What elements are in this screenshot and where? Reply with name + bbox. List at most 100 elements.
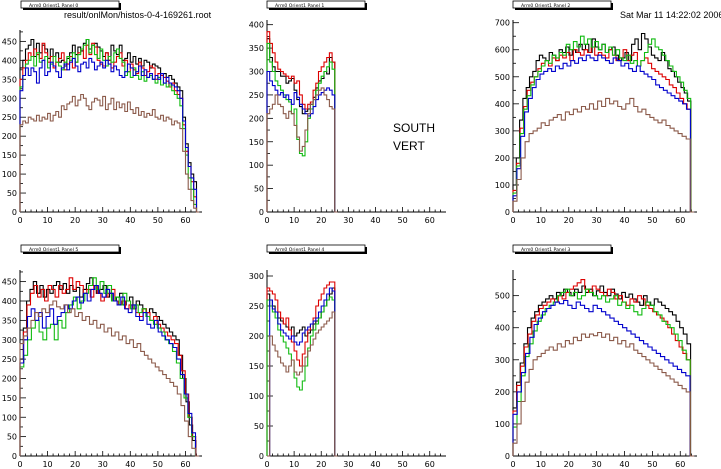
- y-tick-label: 200: [2, 375, 17, 384]
- panel-5: Arm0 Orient1 Panel 4 0 50 100 150 200 250 300 0 1…: [249, 244, 446, 469]
- y-tick-label: 350: [2, 75, 17, 84]
- panel-6: Arm0 Orient1 Panel 3 0 100 200 300 400 500 0 10 2…: [495, 244, 697, 469]
- y-tick-label: 150: [249, 362, 264, 371]
- y-tick-label: 100: [2, 170, 17, 179]
- series-brown: [266, 87, 338, 213]
- x-tick-label: 60: [180, 460, 190, 469]
- y-tick-label: 150: [2, 394, 17, 403]
- south-label: SOUTH: [393, 121, 435, 135]
- y-tick-label: 200: [495, 154, 510, 163]
- series-green: [19, 38, 200, 213]
- y-tick-label: 250: [249, 91, 264, 100]
- y-tick-label: 450: [2, 37, 17, 46]
- y-tick-label: 500: [495, 292, 510, 301]
- panel-title: Arm0 Orient1 Panel 1: [275, 3, 324, 9]
- y-tick-label: 100: [249, 392, 264, 401]
- x-tick-label: 50: [647, 460, 657, 469]
- series-blue: [19, 57, 200, 213]
- x-tick-label: 30: [343, 460, 353, 469]
- x-tick-label: 40: [619, 216, 629, 225]
- x-tick-label: 0: [264, 460, 269, 469]
- x-tick-label: 40: [619, 460, 629, 469]
- series-black: [512, 285, 695, 457]
- series-brown: [512, 97, 695, 213]
- series-green: [266, 296, 338, 457]
- y-tick-label: 300: [495, 127, 510, 136]
- x-tick-label: 50: [647, 216, 657, 225]
- y-tick-label: 100: [249, 161, 264, 170]
- y-tick-label: 0: [259, 452, 264, 461]
- x-tick-label: 20: [316, 460, 326, 469]
- x-tick-label: 10: [289, 460, 299, 469]
- x-tick-label: 30: [98, 216, 108, 225]
- x-tick-label: 10: [42, 216, 52, 225]
- y-tick-label: 50: [7, 189, 17, 198]
- y-tick-label: 400: [495, 324, 510, 333]
- y-tick-label: 350: [249, 44, 264, 53]
- y-tick-label: 450: [2, 278, 17, 287]
- x-tick-label: 40: [370, 460, 380, 469]
- y-tick-label: 0: [505, 208, 510, 217]
- series-red: [266, 31, 338, 213]
- x-tick-label: 30: [592, 216, 602, 225]
- x-tick-label: 10: [42, 460, 52, 469]
- series-red: [512, 279, 695, 457]
- series-green: [19, 277, 200, 457]
- panel-title: Arm0 Orient1 Panel 2: [521, 3, 570, 9]
- y-tick-label: 150: [2, 151, 17, 160]
- x-tick-label: 60: [425, 216, 435, 225]
- series-green: [266, 42, 338, 213]
- y-tick-label: 400: [249, 21, 264, 30]
- x-tick-label: 60: [675, 216, 685, 225]
- y-tick-label: 500: [495, 73, 510, 82]
- x-tick-label: 0: [510, 216, 515, 225]
- y-tick-label: 100: [495, 181, 510, 190]
- y-tick-label: 300: [2, 336, 17, 345]
- series-red: [19, 42, 200, 213]
- title-box: [512, 244, 612, 253]
- timestamp: Sat Mar 11 14:22:02 2006: [620, 10, 721, 20]
- y-tick-label: 200: [2, 132, 17, 141]
- title-box: [20, 0, 120, 9]
- x-tick-label: 50: [153, 216, 163, 225]
- y-tick-label: 300: [495, 356, 510, 365]
- y-tick-label: 250: [2, 355, 17, 364]
- panel-title: Arm0 Orient1 Panel 5: [29, 247, 78, 253]
- x-tick-label: 10: [536, 460, 546, 469]
- series-blue: [266, 70, 338, 213]
- series-blue: [267, 287, 338, 457]
- x-tick-label: 50: [153, 460, 163, 469]
- vert-label: VERT: [393, 139, 425, 153]
- x-tick-label: 0: [17, 216, 22, 225]
- x-tick-label: 20: [70, 216, 80, 225]
- series-brown: [267, 311, 338, 457]
- panel-3: Arm0 Orient1 Panel 201002003004005006007…: [495, 0, 697, 225]
- panel-title: Arm0 Orient1 Panel 3: [521, 247, 570, 253]
- y-tick-label: 700: [495, 19, 510, 28]
- x-tick-label: 40: [125, 460, 135, 469]
- series-green: [512, 35, 695, 213]
- x-tick-label: 30: [98, 460, 108, 469]
- x-tick-label: 10: [289, 216, 299, 225]
- series-black: [19, 38, 200, 213]
- y-tick-label: 400: [2, 56, 17, 65]
- y-tick-label: 150: [249, 138, 264, 147]
- x-tick-label: 50: [398, 216, 408, 225]
- title-box: [512, 0, 612, 9]
- y-tick-label: 200: [249, 114, 264, 123]
- x-tick-label: 60: [180, 216, 190, 225]
- series-brown: [19, 93, 200, 213]
- panel-2: Arm0 Orient1 Panel 105010015020025030035…: [249, 0, 446, 225]
- panel-4: Arm0 Orient1 Panel 505010015020025030035…: [2, 244, 202, 469]
- x-tick-label: 20: [564, 216, 574, 225]
- y-tick-label: 600: [495, 46, 510, 55]
- x-tick-label: 20: [564, 460, 574, 469]
- series-brown: [512, 331, 695, 457]
- y-tick-label: 250: [2, 113, 17, 122]
- panel-1: Arm0 Orient1 Panel 005010015020025030035…: [2, 0, 202, 225]
- y-tick-label: 50: [7, 433, 17, 442]
- x-tick-label: 50: [398, 460, 408, 469]
- panel-title: Arm0 Orient1 Panel 4: [275, 247, 324, 253]
- x-tick-label: 40: [125, 216, 135, 225]
- y-tick-label: 350: [2, 316, 17, 325]
